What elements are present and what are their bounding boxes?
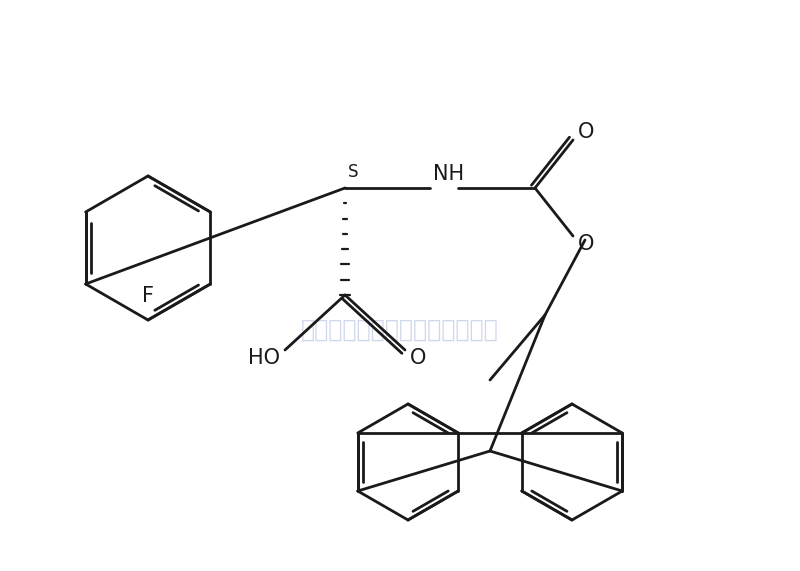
Text: 四川省维克奇生物科技有限公司: 四川省维克奇生物科技有限公司 [301,318,499,342]
Text: F: F [142,286,154,306]
Text: S: S [348,163,358,181]
Text: O: O [578,234,594,254]
Text: HO: HO [248,348,280,368]
Text: NH: NH [433,164,464,184]
Text: O: O [410,348,426,368]
Text: O: O [578,122,594,142]
